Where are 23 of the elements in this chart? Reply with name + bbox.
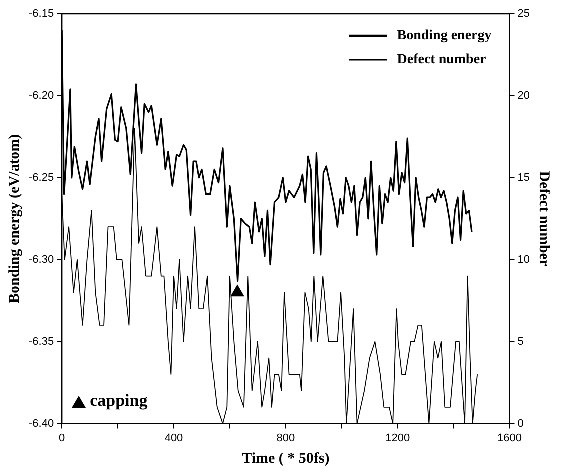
annotation: capping [90,391,148,410]
x-tick-label: 400 [164,432,184,444]
y-axis-title: Bonding energy (eV/atom) [6,134,23,304]
y-tick-label: -6.40 [28,418,54,430]
y-tick-label: -6.35 [28,336,54,348]
y-tick-label: -6.20 [28,90,54,102]
x-tick-label: 0 [59,432,66,444]
y2-tick-label: 20 [518,90,530,102]
x-tick-label: 1600 [498,432,522,444]
legend-label: Defect number [397,52,486,68]
y2-tick-label: 25 [518,8,530,20]
y2-tick-label: 15 [518,172,530,184]
x-tick-label: 1200 [386,432,410,444]
y-tick-label: -6.15 [28,8,54,20]
y-tick-label: -6.30 [28,254,54,266]
legend-label: Bonding energy [397,28,492,44]
x-tick-label: 800 [276,432,296,444]
y2-tick-label: 10 [518,254,530,266]
y2-tick-label: 5 [518,336,524,348]
x-axis-title: Time ( * 50fs) [242,450,330,467]
y-tick-label: -6.25 [28,172,54,184]
y2-tick-label: 0 [518,418,524,430]
y2-axis-title: Defect number [536,171,552,267]
